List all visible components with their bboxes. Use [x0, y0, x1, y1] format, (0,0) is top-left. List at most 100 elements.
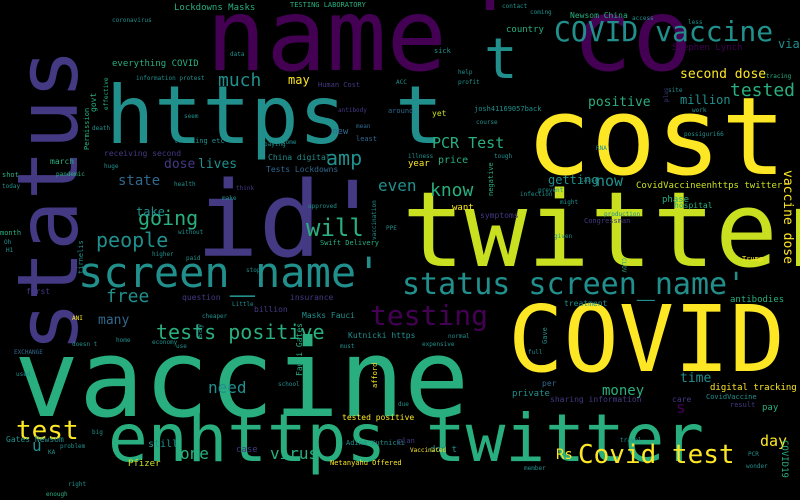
- cloud-word: josh41169057back: [474, 105, 542, 113]
- cloud-word: Newsom China: [570, 11, 628, 20]
- cloud-word: help: [458, 69, 473, 76]
- cloud-word: CovidVaccine: [706, 393, 757, 401]
- cloud-word: month: [0, 229, 22, 237]
- cloud-word: travel: [620, 437, 642, 444]
- cloud-word: wonder: [746, 463, 768, 470]
- cloud-word: EXCHANGE: [14, 349, 43, 356]
- cloud-word: coming: [530, 9, 552, 16]
- cloud-word: https t: [106, 69, 444, 162]
- cloud-word: status screen_name': [402, 267, 746, 302]
- cloud-word: free: [106, 286, 150, 307]
- cloud-word: positive: [588, 95, 651, 110]
- cloud-word: private: [512, 389, 550, 399]
- cloud-word: sharing information: [550, 395, 642, 404]
- cloud-word: KA: [48, 449, 56, 456]
- cloud-word: illness: [408, 153, 434, 160]
- cloud-word: Swift Delivery: [320, 239, 380, 247]
- cloud-word: given: [554, 233, 573, 240]
- cloud-word: Stephen Lynch: [672, 43, 743, 53]
- cloud-word: CLOV: [620, 258, 627, 273]
- cloud-word: work: [692, 107, 707, 114]
- cloud-word: insurance: [290, 293, 334, 302]
- cloud-word: million: [680, 93, 731, 107]
- cloud-word: antibodies: [730, 295, 785, 305]
- cloud-word: hospital: [674, 201, 713, 210]
- cloud-word: question: [182, 293, 221, 302]
- cloud-word: Adina Kutnicki: [346, 439, 406, 447]
- cloud-word: will: [306, 214, 364, 242]
- cloud-word: per: [542, 379, 557, 388]
- cloud-word: plan: [398, 437, 415, 445]
- cloud-word: Pfizer: [128, 459, 161, 469]
- cloud-word: amp: [326, 146, 363, 170]
- cloud-word: vaccine: [14, 317, 470, 442]
- cloud-word: tough: [494, 153, 513, 160]
- cloud-word: used: [16, 371, 31, 378]
- cloud-word: member: [524, 465, 546, 472]
- cloud-word: possiguri66: [684, 131, 724, 138]
- cloud-word: yet: [432, 109, 447, 118]
- cloud-word: problem: [60, 443, 86, 450]
- cloud-word: pandemic: [56, 171, 85, 178]
- cloud-word: might: [560, 199, 579, 206]
- cloud-word: ': [460, 0, 521, 80]
- cloud-word: tested positive: [342, 413, 415, 422]
- cloud-word: tests positive: [156, 320, 325, 344]
- cloud-word: higher: [152, 251, 174, 258]
- cloud-word: virus: [270, 444, 319, 463]
- cloud-word: paying: [264, 141, 286, 148]
- cloud-word: much: [218, 70, 262, 91]
- cloud-word: stop: [246, 267, 261, 274]
- cloud-word: getting: [548, 173, 599, 187]
- cloud-word: doesn t: [72, 341, 98, 348]
- cloud-word: everything COVID: [112, 59, 199, 69]
- cloud-word: cause: [580, 177, 599, 184]
- cloud-word: think: [236, 185, 255, 192]
- cloud-word: Congressman: [584, 217, 631, 225]
- cloud-word: site: [668, 87, 683, 94]
- cloud-word: tracking etc: [174, 137, 225, 145]
- cloud-word: Kutnicki https: [348, 331, 416, 340]
- cloud-word: Vaccinated: [410, 447, 447, 454]
- cloud-word: contact: [502, 3, 528, 10]
- cloud-word: vaccination: [371, 200, 378, 240]
- cloud-word: Oh: [4, 239, 12, 246]
- cloud-word: Human Cost: [318, 81, 361, 89]
- cloud-word: PCR: [748, 451, 759, 458]
- cloud-word: treatment: [564, 299, 608, 308]
- cloud-word: going: [138, 206, 199, 230]
- cloud-word: COVID vaccine: [554, 15, 774, 48]
- cloud-word: normal: [448, 333, 470, 340]
- cloud-word: digital tracking: [710, 383, 797, 393]
- cloud-word: Permission: [83, 107, 91, 150]
- cloud-word: tested: [730, 80, 796, 101]
- cloud-word: Lockdowns Masks: [174, 3, 256, 13]
- cloud-word: testing: [370, 299, 489, 332]
- cloud-word: ACC: [396, 79, 407, 86]
- cloud-word: due: [398, 401, 409, 408]
- cloud-word: COVID: [508, 286, 785, 393]
- cloud-word: TESTING LABORATORY: [290, 1, 366, 9]
- cloud-word: Trump: [742, 255, 764, 263]
- cloud-word: CovidVaccineenhttps twitter: [636, 181, 783, 191]
- cloud-word: day: [760, 432, 788, 450]
- cloud-word: right: [68, 481, 87, 488]
- cloud-word: Tests Lockdowns: [266, 165, 339, 174]
- cloud-word: less: [688, 19, 703, 26]
- cloud-word: production: [604, 211, 641, 218]
- cloud-word: China digital: [268, 153, 331, 162]
- cloud-word: negative: [487, 162, 495, 196]
- cloud-word: govt: [89, 92, 98, 112]
- cloud-word: want: [452, 203, 474, 213]
- cloud-word: sick: [434, 47, 451, 55]
- cloud-word: id': [196, 159, 384, 281]
- cloud-word: paid: [186, 255, 201, 262]
- cloud-word: co: [572, 0, 693, 94]
- cloud-word: home: [116, 337, 131, 344]
- cloud-word: twitter: [402, 169, 800, 291]
- cloud-word: health: [174, 181, 196, 188]
- cloud-word: effective: [103, 77, 110, 110]
- cloud-word: mean: [356, 123, 371, 130]
- cloud-word: ANI: [72, 315, 83, 322]
- cloud-word: new: [332, 127, 349, 137]
